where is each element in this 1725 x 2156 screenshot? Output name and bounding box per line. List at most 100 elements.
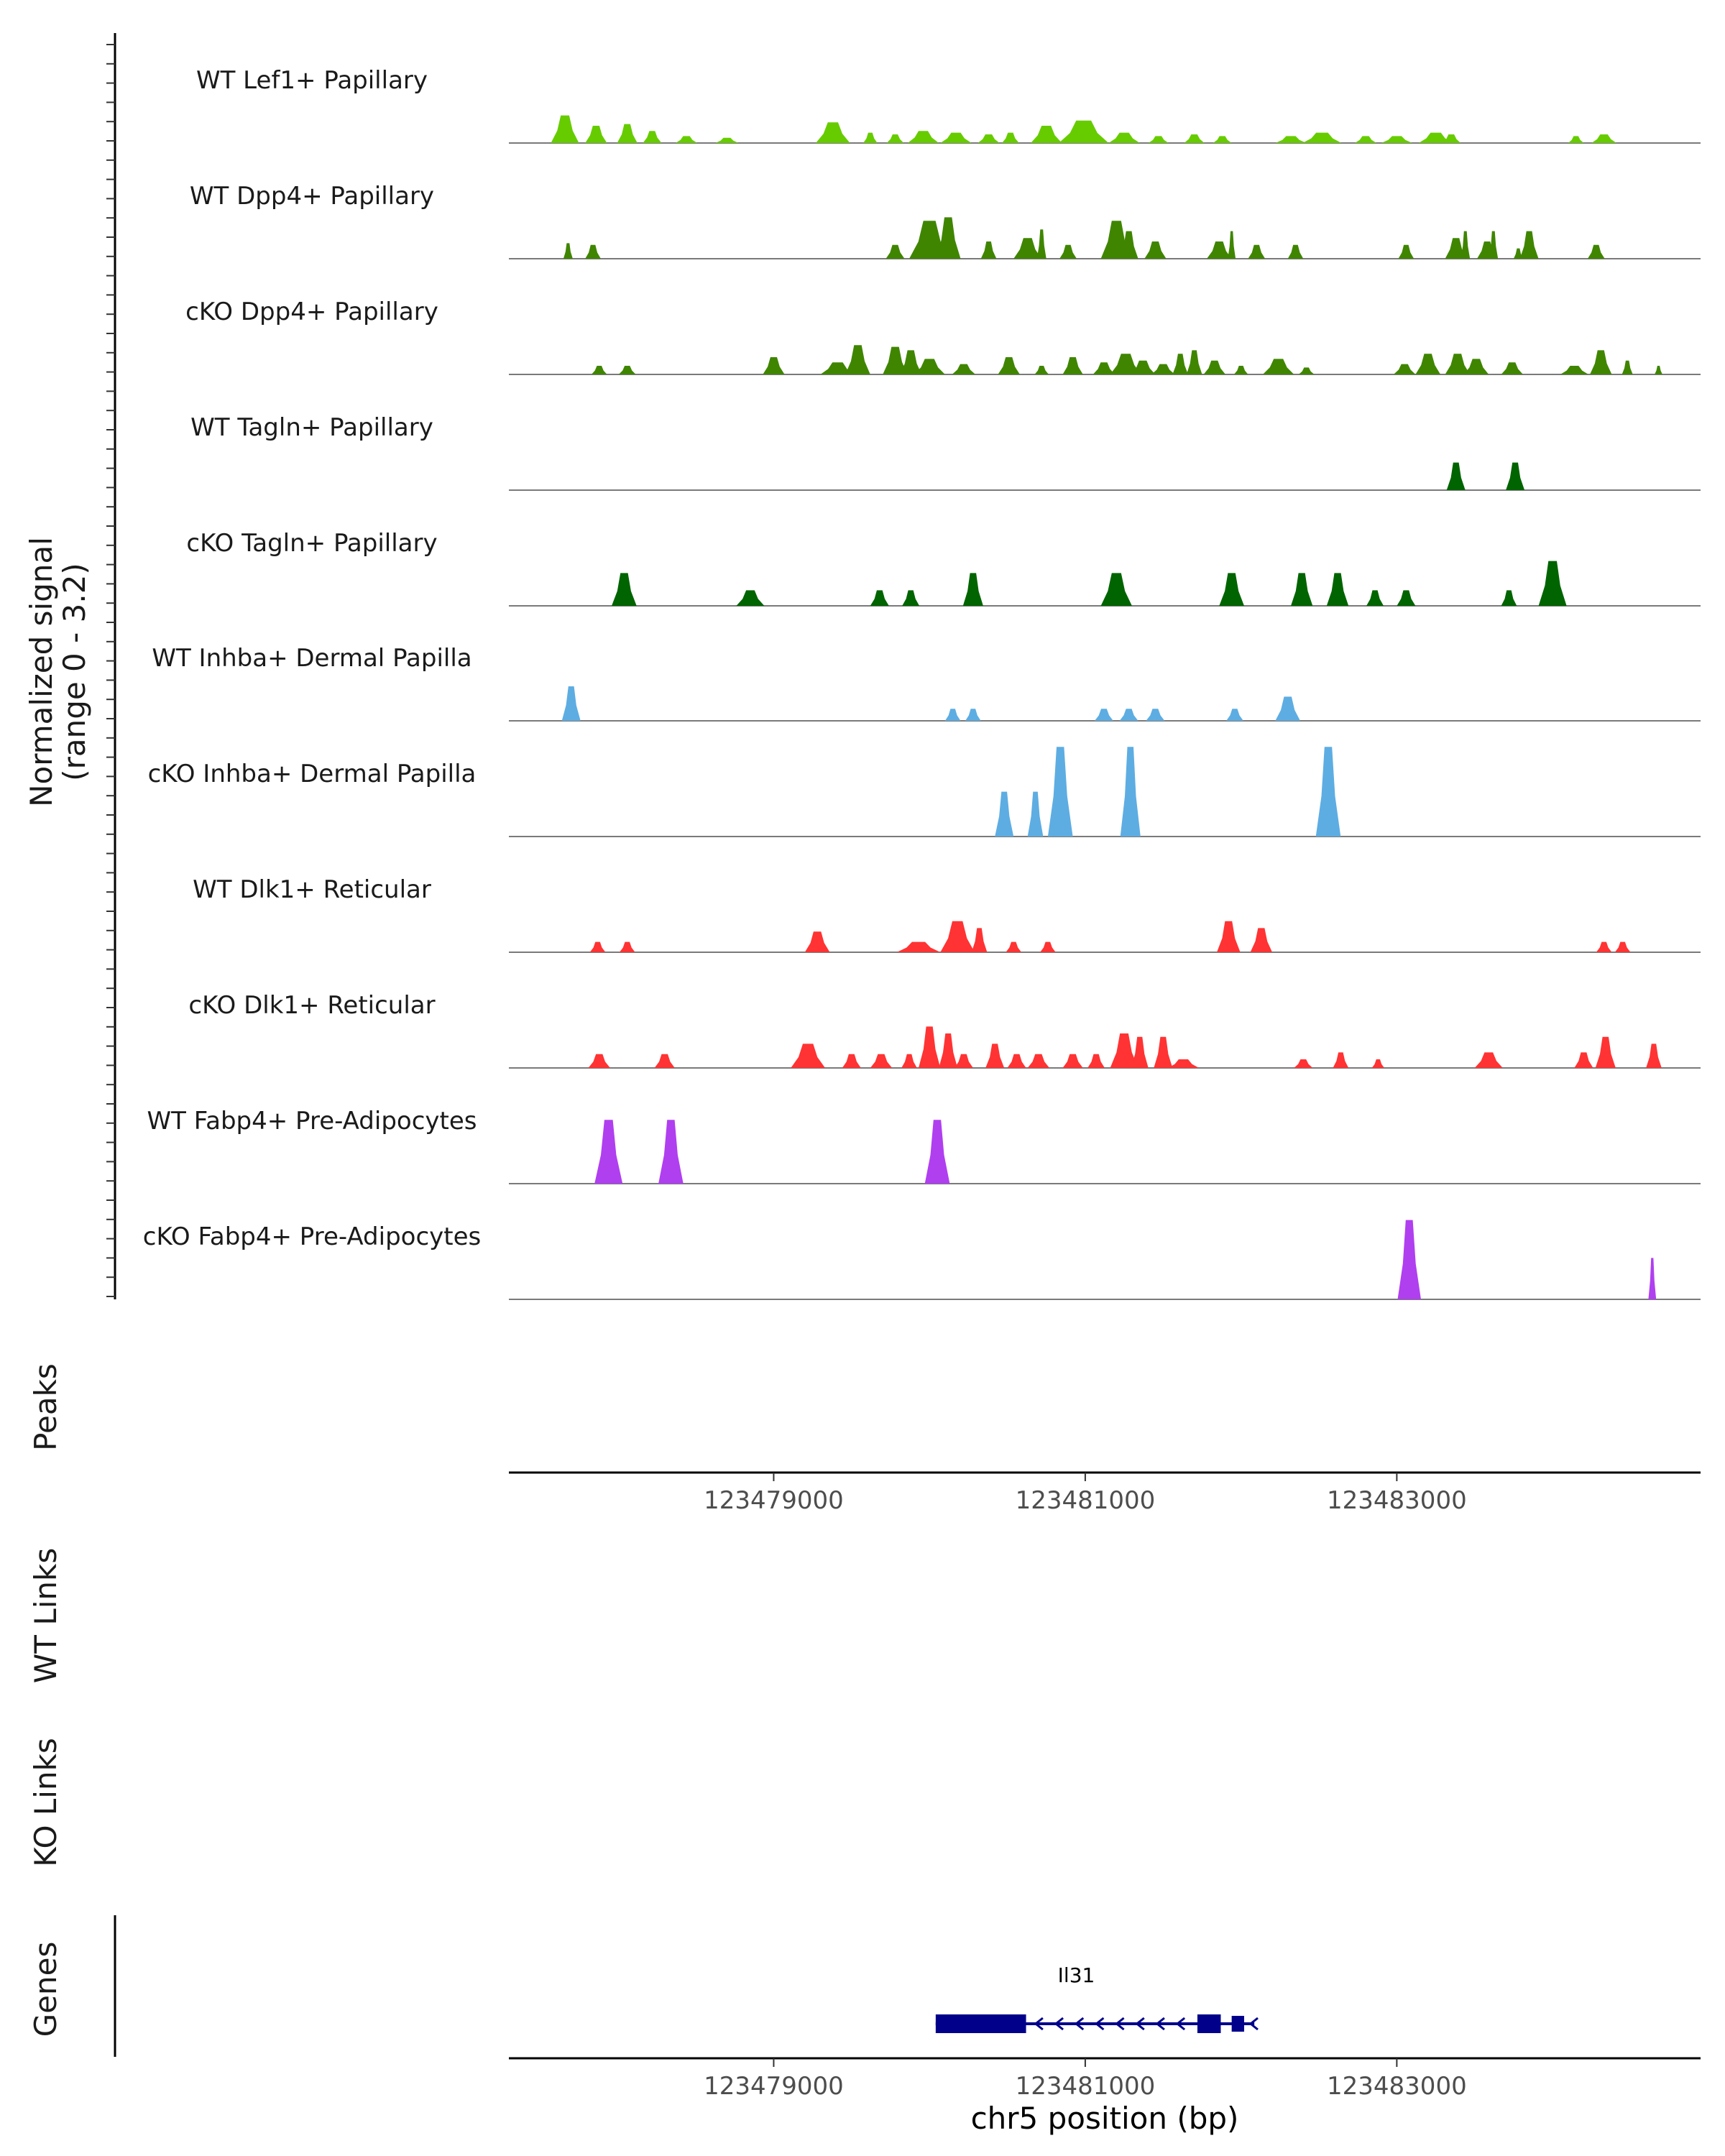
coverage-peak — [654, 1054, 675, 1068]
coverage-peak — [643, 131, 662, 143]
coverage-peak — [1398, 244, 1414, 259]
coverage-peak — [1489, 231, 1499, 259]
coverage-peak — [1151, 364, 1175, 374]
coverage-peak — [1002, 132, 1019, 143]
coverage-peak — [1062, 1054, 1083, 1068]
coverage-peak — [1034, 366, 1049, 374]
coverage-tracks: WT Lef1+ Papillary WT Dpp4+ Papillary cKO … — [143, 66, 1701, 1300]
coverage-peak — [1263, 359, 1294, 374]
strand-arrow-icon — [1034, 2017, 1044, 2031]
x-tick-label: 123481000 — [1016, 1486, 1156, 1515]
coverage-peak — [1040, 941, 1056, 952]
coverage-peak — [1047, 747, 1073, 837]
coverage-peak — [1144, 241, 1167, 259]
coverage-peak — [1146, 709, 1165, 721]
coverage-peak — [998, 357, 1020, 374]
coverage-peak — [658, 1120, 684, 1184]
coverage-peak — [589, 941, 606, 952]
coverage-peak — [1059, 244, 1077, 259]
coverage-peak — [971, 928, 988, 952]
coverage-peak — [1213, 136, 1232, 143]
track-label: WT Lef1+ Papillary — [196, 66, 428, 95]
coverage-peak — [1294, 1059, 1313, 1068]
strand-arrow-icon — [1074, 2017, 1085, 2031]
coverage-peak — [900, 350, 922, 374]
track: cKO Tagln+ Papillary — [186, 529, 1701, 607]
coverage-peak — [1397, 1220, 1421, 1299]
coverage-peak — [962, 573, 983, 606]
coverage-peak — [1248, 244, 1266, 259]
coverage-peak — [1655, 366, 1662, 374]
coverage-peak — [1013, 238, 1042, 259]
coverage-peak — [1463, 359, 1489, 374]
track-label: WT Inhba+ Dermal Papilla — [152, 644, 472, 673]
coverage-peak — [1460, 231, 1471, 259]
coverage-peak — [1333, 1052, 1349, 1068]
coverage-peak — [1648, 1258, 1657, 1299]
coverage-peak — [1275, 696, 1300, 721]
coverage-peak — [1275, 136, 1307, 143]
track-label: cKO Fabp4+ Pre-Adipocytes — [143, 1222, 482, 1251]
coverage-peak — [1233, 366, 1248, 374]
coverage-peak — [1574, 1052, 1593, 1068]
coverage-peak — [1622, 360, 1633, 374]
coverage-peak — [1445, 354, 1471, 374]
coverage-peak — [1219, 573, 1244, 606]
x-axis-title: chr5 position (bp) — [971, 2101, 1239, 2136]
coverage-peak — [1315, 747, 1341, 837]
coverage-peak — [1110, 1033, 1138, 1068]
coverage-peak — [1027, 791, 1044, 837]
coverage-peak — [896, 941, 941, 952]
coverage-peak — [944, 709, 961, 721]
coverage-peak — [1131, 1036, 1149, 1068]
coverage-peak — [1207, 241, 1232, 259]
strand-arrow-icon — [1115, 2017, 1125, 2031]
coverage-peak — [842, 1054, 861, 1068]
coverage-peak — [965, 709, 981, 721]
coverage-peak — [1148, 136, 1169, 143]
coverage-peak — [1513, 248, 1523, 259]
coverage-peak — [1394, 364, 1416, 374]
track: cKO Fabp4+ Pre-Adipocytes — [143, 1220, 1701, 1300]
coverage-peak — [1059, 120, 1109, 143]
coverage-peak — [715, 137, 739, 143]
coverage-peak — [1614, 941, 1631, 952]
track-label: cKO Dpp4+ Papillary — [185, 298, 438, 326]
coverage-peak — [1595, 1036, 1616, 1068]
signal-y-axis-label-line1: Normalized signal — [24, 537, 59, 807]
coverage-peak — [736, 590, 765, 606]
coverage-peak — [886, 244, 905, 259]
coverage-peak — [594, 1120, 623, 1184]
gene-exon — [1231, 2016, 1244, 2032]
coverage-peak — [1354, 136, 1377, 143]
coverage-peak — [935, 217, 961, 259]
coverage-peak — [1172, 354, 1188, 374]
coverage-peak — [1501, 362, 1523, 374]
gene-exon — [1197, 2014, 1221, 2033]
coverage-peak — [1110, 354, 1141, 374]
track-label: cKO Inhba+ Dermal Papilla — [148, 760, 477, 788]
coverage-peak — [1381, 136, 1412, 143]
coverage-peak — [1087, 1054, 1105, 1068]
coverage-peak — [907, 131, 939, 143]
coverage-peak — [1094, 709, 1113, 721]
coverage-peak — [1007, 1054, 1026, 1068]
track: WT Dlk1+ Reticular — [193, 875, 1701, 953]
strand-arrow-icon — [1054, 2017, 1064, 2031]
coverage-peak — [978, 134, 1000, 143]
coverage-peak — [1446, 462, 1466, 490]
coverage-peak — [1119, 709, 1138, 721]
coverage-peak — [1120, 747, 1141, 837]
coverage-peak — [675, 136, 698, 143]
coverage-peak — [1036, 229, 1046, 259]
coverage-peak — [995, 791, 1014, 837]
coverage-peak — [1287, 244, 1304, 259]
track-label: WT Dlk1+ Reticular — [193, 875, 431, 904]
coverage-peak — [954, 1054, 973, 1068]
coverage-peak — [952, 364, 976, 374]
coverage-peak — [588, 1054, 610, 1068]
coverage-peak — [863, 132, 878, 143]
x-tick-label: 123483000 — [1327, 1486, 1467, 1515]
wt-links-panel-label: WT Links — [28, 1548, 63, 1683]
